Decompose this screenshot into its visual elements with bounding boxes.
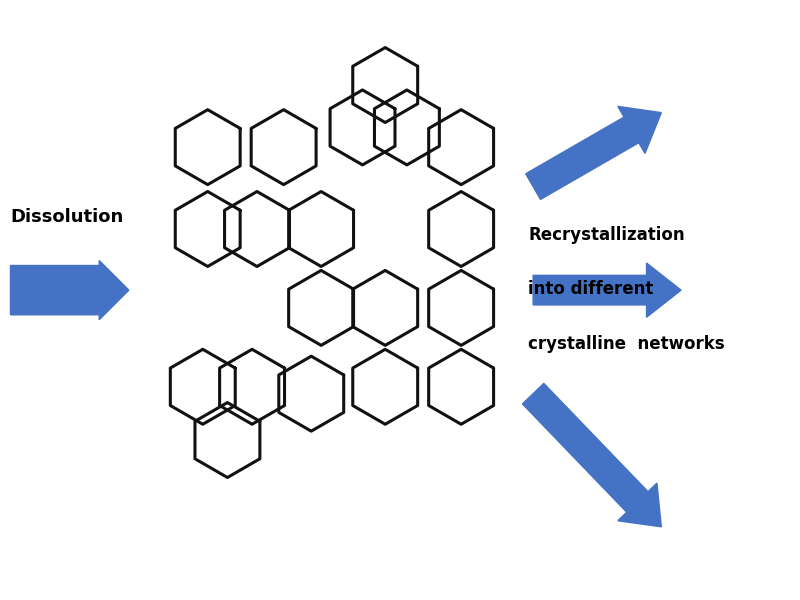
Text: Recrystallization: Recrystallization xyxy=(528,226,685,244)
Text: Dissolution: Dissolution xyxy=(10,208,124,226)
Text: crystalline  networks: crystalline networks xyxy=(528,335,725,353)
FancyArrow shape xyxy=(526,106,662,199)
Text: into different: into different xyxy=(528,280,654,298)
FancyArrow shape xyxy=(533,263,681,317)
FancyArrow shape xyxy=(10,260,129,320)
FancyArrow shape xyxy=(522,383,662,527)
